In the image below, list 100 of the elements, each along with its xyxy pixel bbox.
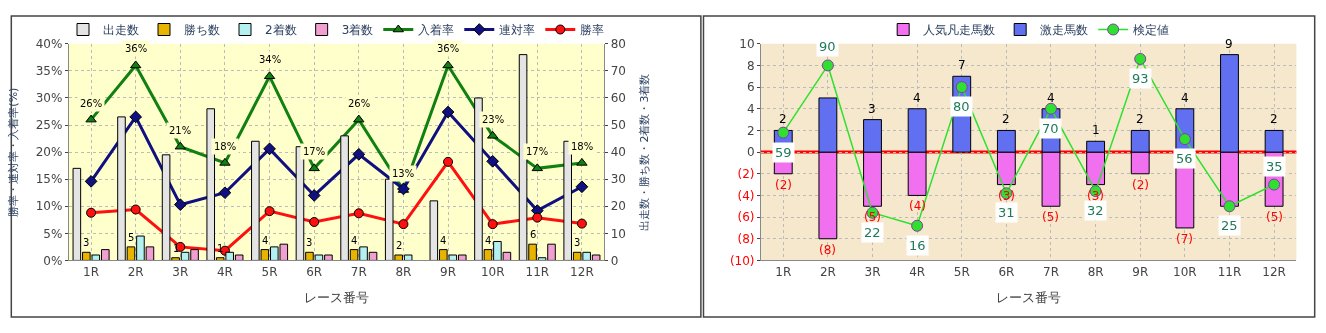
data-label: 3 xyxy=(574,237,581,248)
data-label: 2 xyxy=(396,240,403,251)
point xyxy=(84,175,98,188)
point xyxy=(219,157,231,166)
y-tick-label: 6 xyxy=(746,80,755,95)
data-label: 7 xyxy=(958,58,966,72)
data-label: 36% xyxy=(437,43,460,54)
y-tick-label: 30% xyxy=(35,91,63,106)
x-tick-label: 6R xyxy=(998,264,1015,279)
point xyxy=(1134,52,1147,65)
y2-tick-label: 40 xyxy=(610,145,626,160)
data-label: 3 xyxy=(868,102,876,116)
x-tick-label: 4R xyxy=(909,264,926,279)
point xyxy=(264,206,275,217)
x-tick-label: 3R xyxy=(864,264,881,279)
data-label: 90 xyxy=(819,39,836,54)
data-label: 4 xyxy=(262,235,269,246)
x-tick-label: 10R xyxy=(480,264,505,279)
point xyxy=(441,105,455,119)
y2-tick-label: 70 xyxy=(610,64,626,79)
point xyxy=(532,212,543,223)
y-tick-label: 8 xyxy=(746,58,755,73)
point xyxy=(1044,102,1057,115)
point xyxy=(129,110,143,124)
legend-label: 人気凡走馬数 xyxy=(923,23,996,38)
y-tick-label: (6) xyxy=(737,210,755,225)
x-tick-label: 12R xyxy=(1262,264,1286,279)
x-tick-label: 7R xyxy=(1043,264,1059,279)
data-label: 80 xyxy=(953,99,970,114)
legend-label: 検定値 xyxy=(1133,23,1170,38)
x-tick-label: 11R xyxy=(1217,264,1242,279)
x-tick-label: 10R xyxy=(1173,264,1197,279)
data-label: 4 xyxy=(1047,91,1055,105)
legend-label: 入着率 xyxy=(418,23,455,38)
legend-label: 勝率 xyxy=(580,23,605,38)
point xyxy=(531,163,543,172)
point xyxy=(307,189,321,202)
data-label: 59 xyxy=(775,145,792,160)
x-tick-label: 11R xyxy=(525,264,550,279)
data-label: 70 xyxy=(1042,121,1059,136)
point xyxy=(308,163,320,172)
x-tick-label: 12R xyxy=(570,264,594,279)
data-label: 35 xyxy=(1266,159,1283,174)
data-label: (7) xyxy=(1176,232,1193,246)
x-tick-label: 5R xyxy=(261,264,278,279)
point xyxy=(353,114,365,123)
point xyxy=(911,219,924,232)
point xyxy=(576,157,588,166)
data-label: 9 xyxy=(1225,37,1233,51)
y-tick-label: 15% xyxy=(35,172,63,187)
data-label: 36% xyxy=(125,43,148,54)
data-label: 26% xyxy=(348,98,371,109)
y-tick-label: 2 xyxy=(746,123,755,138)
y-tick-label: 5% xyxy=(43,226,63,241)
data-label: (2) xyxy=(1132,178,1149,192)
data-label: 4 xyxy=(1181,91,1189,105)
data-label: 17% xyxy=(526,146,549,157)
y-tick-label: 4 xyxy=(746,101,755,116)
y-tick-label: 20% xyxy=(35,145,63,160)
y-tick-label: 40% xyxy=(35,36,63,51)
x-tick-label: 2R xyxy=(127,264,144,279)
y2-axis-title: 出走数・勝ち数・2着数・3着数 xyxy=(638,73,652,231)
x-tick-label: 4R xyxy=(216,264,233,279)
y2-tick-label: 60 xyxy=(610,91,626,106)
data-label: (2) xyxy=(775,178,792,192)
legend-label: 連対率 xyxy=(499,23,536,38)
data-label: 18% xyxy=(571,141,594,152)
x-tick-label: 8R xyxy=(1087,264,1104,279)
data-label: 31 xyxy=(998,205,1015,220)
y2-tick-label: 50 xyxy=(610,118,626,133)
point xyxy=(309,216,320,227)
data-label: 18% xyxy=(214,141,237,152)
point xyxy=(398,219,409,230)
y2-tick-label: 80 xyxy=(610,36,626,51)
point xyxy=(821,59,834,72)
y2-tick-label: 10 xyxy=(610,226,626,241)
data-label: 26% xyxy=(80,98,103,109)
point xyxy=(486,154,500,168)
point xyxy=(263,142,276,156)
data-label: 1 xyxy=(217,243,224,254)
legend-label: 2着数 xyxy=(265,23,297,38)
x-axis-title: レース番号 xyxy=(996,290,1062,306)
x-tick-label: 3R xyxy=(172,264,189,279)
point xyxy=(352,147,366,161)
data-label: 13% xyxy=(392,168,415,179)
data-label: 25 xyxy=(1221,218,1238,233)
x-tick-label: 2R xyxy=(819,264,836,279)
x-tick-label: 5R xyxy=(953,264,970,279)
legend-label: 激走馬数 xyxy=(1040,23,1089,38)
data-label: 32 xyxy=(1087,203,1104,218)
y-axis-title: 勝率・連対率・入着率(%) xyxy=(7,87,21,217)
point xyxy=(86,207,97,218)
legend-label: 出走数 xyxy=(103,23,139,38)
point xyxy=(442,60,454,69)
x-axis-title: レース番号 xyxy=(304,290,369,306)
data-label: 16 xyxy=(909,238,926,253)
point xyxy=(443,156,454,167)
data-label: 21% xyxy=(169,125,192,136)
x-tick-label: 7R xyxy=(350,264,367,279)
point xyxy=(353,208,364,219)
